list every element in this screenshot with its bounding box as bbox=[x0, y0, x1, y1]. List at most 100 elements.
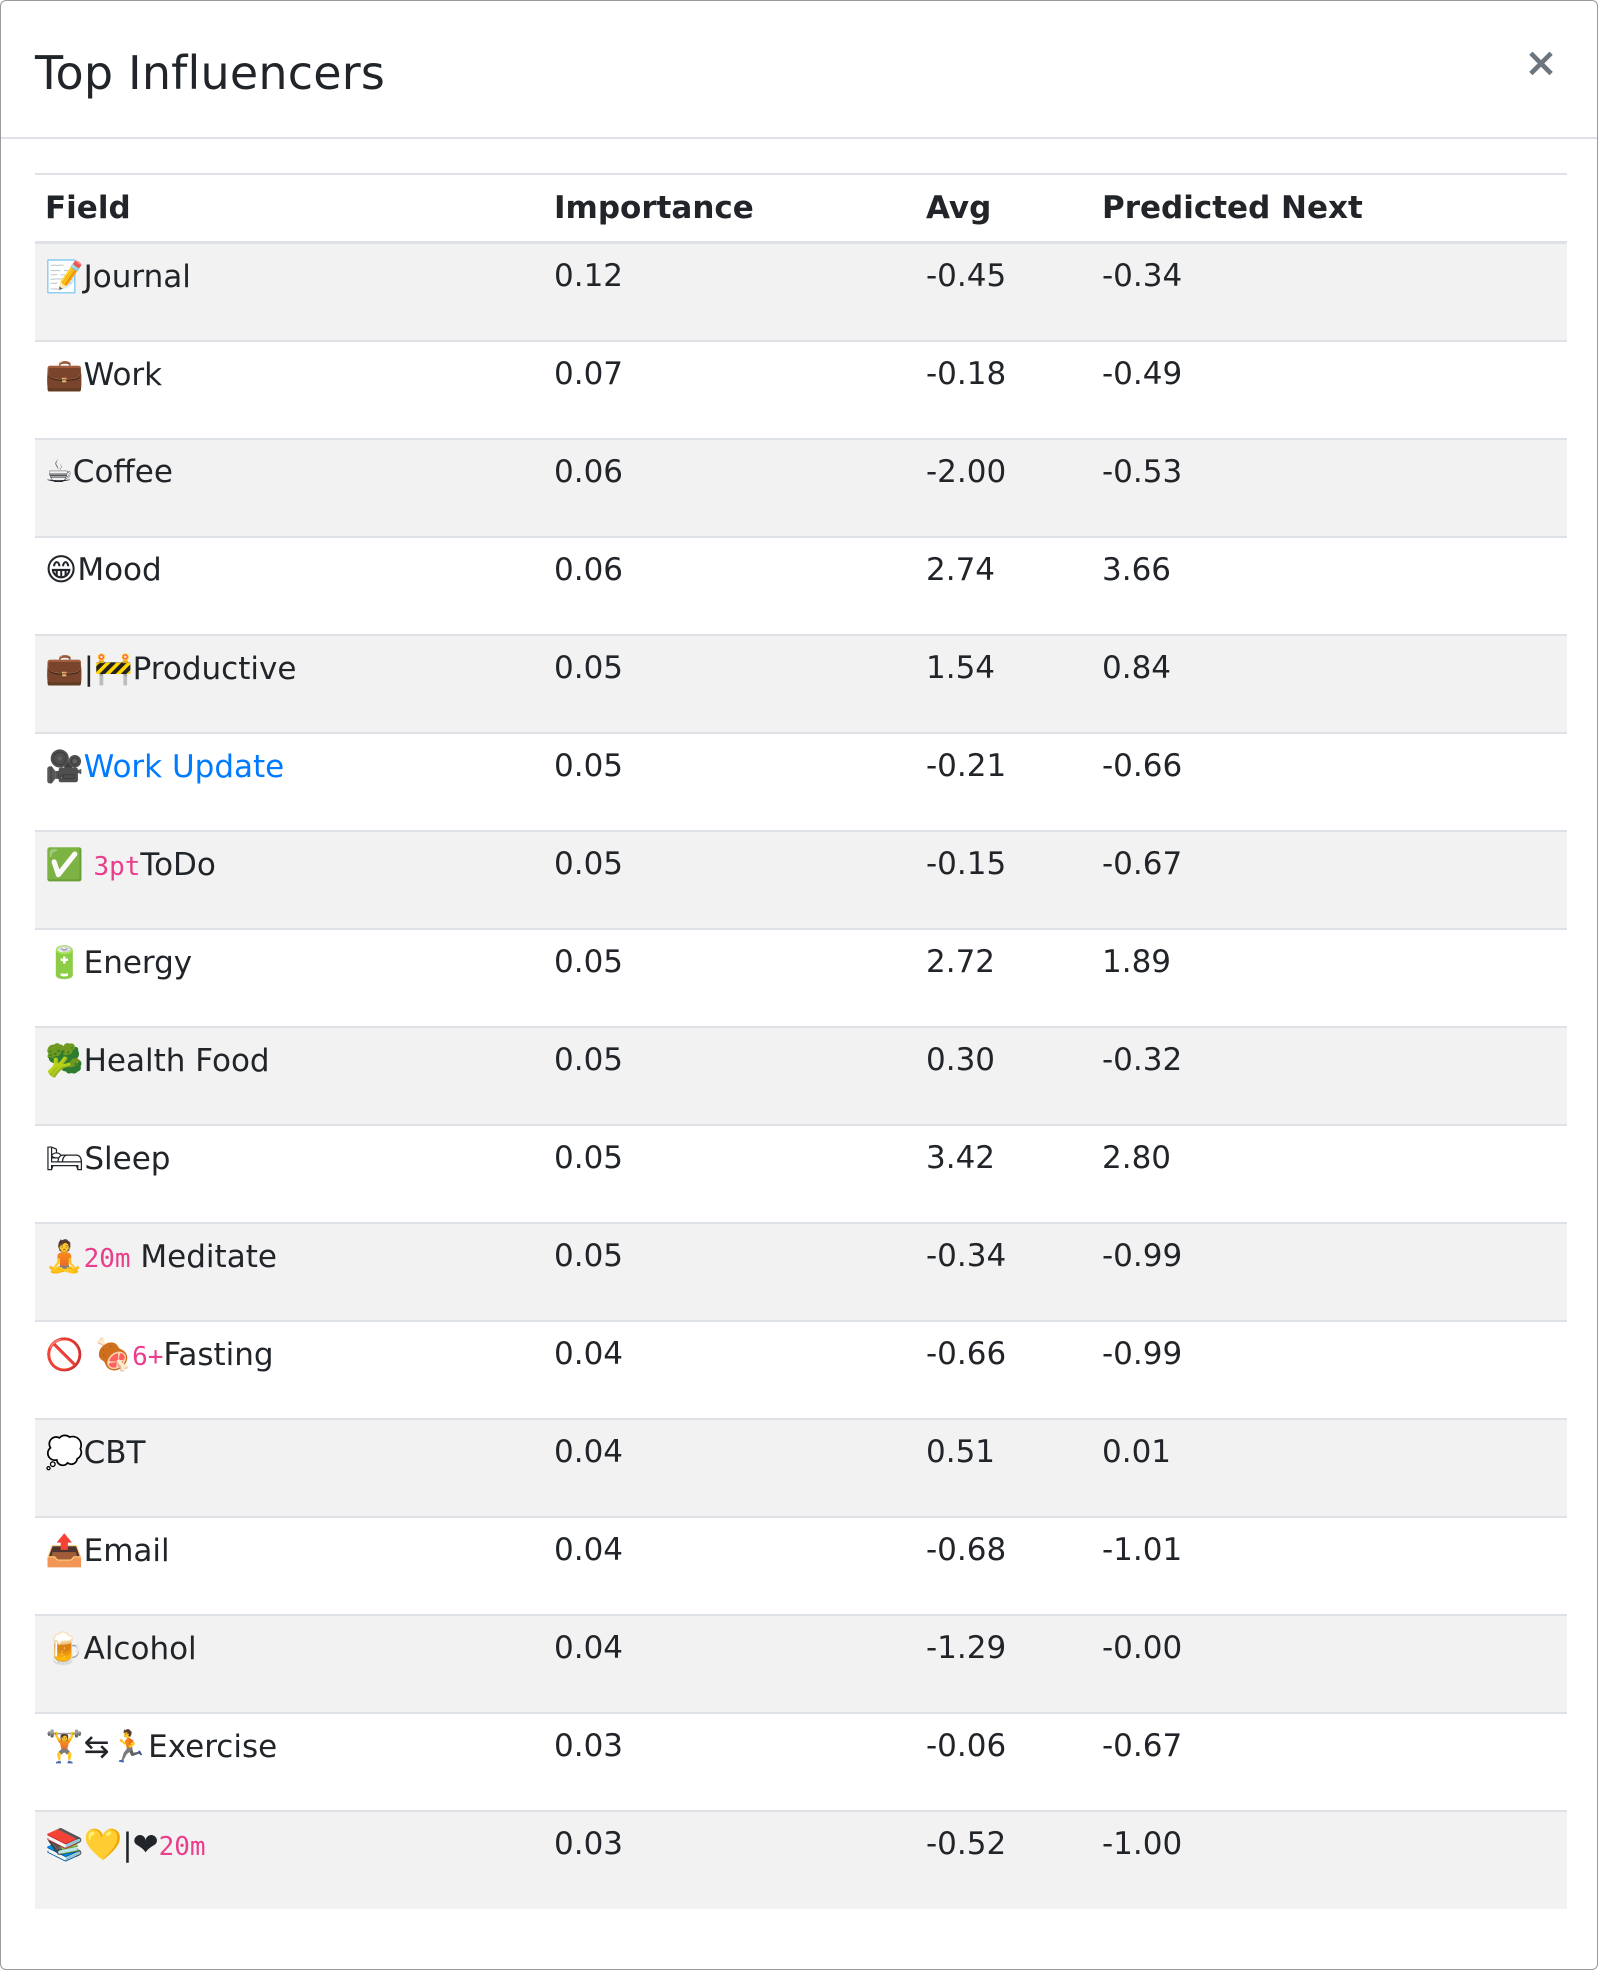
cell-importance: 0.05 bbox=[544, 1123, 916, 1223]
table-row: 💼Work 0.07 -0.18 -0.49 bbox=[35, 339, 1567, 439]
field-tag: 6+ bbox=[132, 1341, 164, 1372]
table-row: 🥦Health Food 0.05 0.30 -0.32 bbox=[35, 1025, 1567, 1125]
field-label: Alcohol bbox=[83, 1630, 197, 1667]
cell-avg: -1.29 bbox=[916, 1613, 1092, 1713]
field-icon: 💼 bbox=[45, 356, 84, 393]
influencers-table: Field Importance Avg Predicted Next 📝Jou… bbox=[35, 173, 1567, 1909]
cell-field: 💭CBT bbox=[35, 1417, 544, 1517]
cell-predicted-next: -0.00 bbox=[1092, 1613, 1567, 1713]
cell-predicted-next: 0.84 bbox=[1092, 633, 1567, 733]
cell-field: 😁Mood bbox=[35, 535, 544, 635]
table-row: 🏋⇆🏃Exercise 0.03 -0.06 -0.67 bbox=[35, 1711, 1567, 1811]
cell-field: 🎥Work Update bbox=[35, 731, 544, 831]
column-header-predicted-next[interactable]: Predicted Next bbox=[1092, 173, 1567, 244]
cell-predicted-next: -0.99 bbox=[1092, 1221, 1567, 1321]
cell-predicted-next: -0.66 bbox=[1092, 731, 1567, 831]
field-label: Exercise bbox=[148, 1728, 278, 1765]
cell-field: 🚫 🍖6+Fasting bbox=[35, 1319, 544, 1419]
field-icon: 🍺 bbox=[45, 1630, 84, 1667]
cell-field: 🛏Sleep bbox=[35, 1123, 544, 1223]
column-header-field[interactable]: Field bbox=[35, 173, 544, 244]
cell-avg: -0.21 bbox=[916, 731, 1092, 831]
cell-predicted-next: -0.53 bbox=[1092, 437, 1567, 537]
field-tag: 20m bbox=[83, 1243, 131, 1274]
cell-importance: 0.04 bbox=[544, 1515, 916, 1615]
field-icon: 📚💛|❤ bbox=[45, 1826, 159, 1863]
field-icon: 💼|🚧 bbox=[45, 650, 133, 687]
field-icon: ☕ bbox=[45, 453, 73, 490]
modal-header: Top Influencers × bbox=[1, 1, 1597, 139]
cell-importance: 0.04 bbox=[544, 1417, 916, 1517]
field-icon: 📝 bbox=[45, 259, 84, 295]
cell-predicted-next: -0.67 bbox=[1092, 1711, 1567, 1811]
field-link[interactable]: Work Update bbox=[83, 748, 285, 785]
cell-predicted-next: -0.32 bbox=[1092, 1025, 1567, 1125]
field-icon: 📤 bbox=[45, 1532, 84, 1569]
cell-predicted-next: -1.01 bbox=[1092, 1515, 1567, 1615]
cell-importance: 0.05 bbox=[544, 927, 916, 1027]
table-body: 📝Journal 0.12 -0.45 -0.34 💼Work 0.07 -0.18 -0.4… bbox=[35, 241, 1567, 1909]
cell-importance: 0.06 bbox=[544, 535, 916, 635]
field-label: Work bbox=[83, 356, 163, 393]
table-row: 🎥Work Update 0.05 -0.21 -0.66 bbox=[35, 731, 1567, 831]
table-row: 💭CBT 0.04 0.51 0.01 bbox=[35, 1417, 1567, 1517]
column-header-importance[interactable]: Importance bbox=[544, 173, 916, 244]
field-icon: 🎥 bbox=[45, 748, 84, 785]
table-row: ☕Coffee 0.06 -2.00 -0.53 bbox=[35, 437, 1567, 537]
field-icon: 🚫 🍖 bbox=[45, 1336, 133, 1373]
cell-predicted-next: -1.00 bbox=[1092, 1809, 1567, 1909]
field-icon: 🥦 bbox=[45, 1042, 84, 1079]
cell-avg: -0.68 bbox=[916, 1515, 1092, 1615]
field-icon: ✅ bbox=[45, 846, 94, 883]
cell-importance: 0.12 bbox=[544, 241, 916, 341]
cell-field: ☕Coffee bbox=[35, 437, 544, 537]
cell-avg: -0.66 bbox=[916, 1319, 1092, 1419]
field-icon: 🔋 bbox=[45, 944, 84, 981]
cell-field: 🍺Alcohol bbox=[35, 1613, 544, 1713]
cell-importance: 0.05 bbox=[544, 633, 916, 733]
field-icon: 💭 bbox=[45, 1434, 84, 1471]
cell-avg: -0.52 bbox=[916, 1809, 1092, 1909]
table-row: 📤Email 0.04 -0.68 -1.01 bbox=[35, 1515, 1567, 1615]
field-tag: 20m bbox=[158, 1831, 206, 1862]
cell-importance: 0.05 bbox=[544, 829, 916, 929]
cell-avg: -0.06 bbox=[916, 1711, 1092, 1811]
cell-importance: 0.05 bbox=[544, 1025, 916, 1125]
cell-avg: -0.18 bbox=[916, 339, 1092, 439]
cell-avg: 2.72 bbox=[916, 927, 1092, 1027]
cell-avg: 2.74 bbox=[916, 535, 1092, 635]
cell-field: 📤Email bbox=[35, 1515, 544, 1615]
cell-avg: -0.34 bbox=[916, 1221, 1092, 1321]
cell-predicted-next: -0.67 bbox=[1092, 829, 1567, 929]
cell-predicted-next: 2.80 bbox=[1092, 1123, 1567, 1223]
cell-avg: -2.00 bbox=[916, 437, 1092, 537]
field-icon: 🧘 bbox=[45, 1238, 84, 1275]
cell-field: 📚💛|❤20m bbox=[35, 1809, 544, 1909]
cell-importance: 0.04 bbox=[544, 1319, 916, 1419]
field-label: Productive bbox=[132, 650, 297, 687]
field-label: ToDo bbox=[140, 846, 216, 883]
field-tag: 3pt bbox=[93, 851, 141, 882]
field-icon: 🏋⇆🏃 bbox=[45, 1728, 149, 1765]
table-row: 🔋Energy 0.05 2.72 1.89 bbox=[35, 927, 1567, 1027]
table-row: ✅ 3ptToDo 0.05 -0.15 -0.67 bbox=[35, 829, 1567, 929]
field-label: Sleep bbox=[84, 1140, 171, 1177]
cell-predicted-next: 1.89 bbox=[1092, 927, 1567, 1027]
column-header-avg[interactable]: Avg bbox=[916, 173, 1092, 244]
cell-predicted-next: 3.66 bbox=[1092, 535, 1567, 635]
cell-avg: 0.30 bbox=[916, 1025, 1092, 1125]
field-label: Coffee bbox=[72, 453, 173, 490]
cell-field: 🥦Health Food bbox=[35, 1025, 544, 1125]
table-row: 📚💛|❤20m 0.03 -0.52 -1.00 bbox=[35, 1809, 1567, 1909]
cell-importance: 0.06 bbox=[544, 437, 916, 537]
table-row: 😁Mood 0.06 2.74 3.66 bbox=[35, 535, 1567, 635]
cell-avg: 0.51 bbox=[916, 1417, 1092, 1517]
table-row: 🧘20m Meditate 0.05 -0.34 -0.99 bbox=[35, 1221, 1567, 1321]
modal-title: Top Influencers bbox=[35, 46, 386, 100]
close-icon[interactable]: × bbox=[1524, 40, 1558, 86]
field-icon: 😁 bbox=[45, 551, 78, 588]
cell-avg: -0.45 bbox=[916, 241, 1092, 341]
field-icon: 🛏 bbox=[45, 1140, 85, 1177]
table-row: 🍺Alcohol 0.04 -1.29 -0.00 bbox=[35, 1613, 1567, 1713]
